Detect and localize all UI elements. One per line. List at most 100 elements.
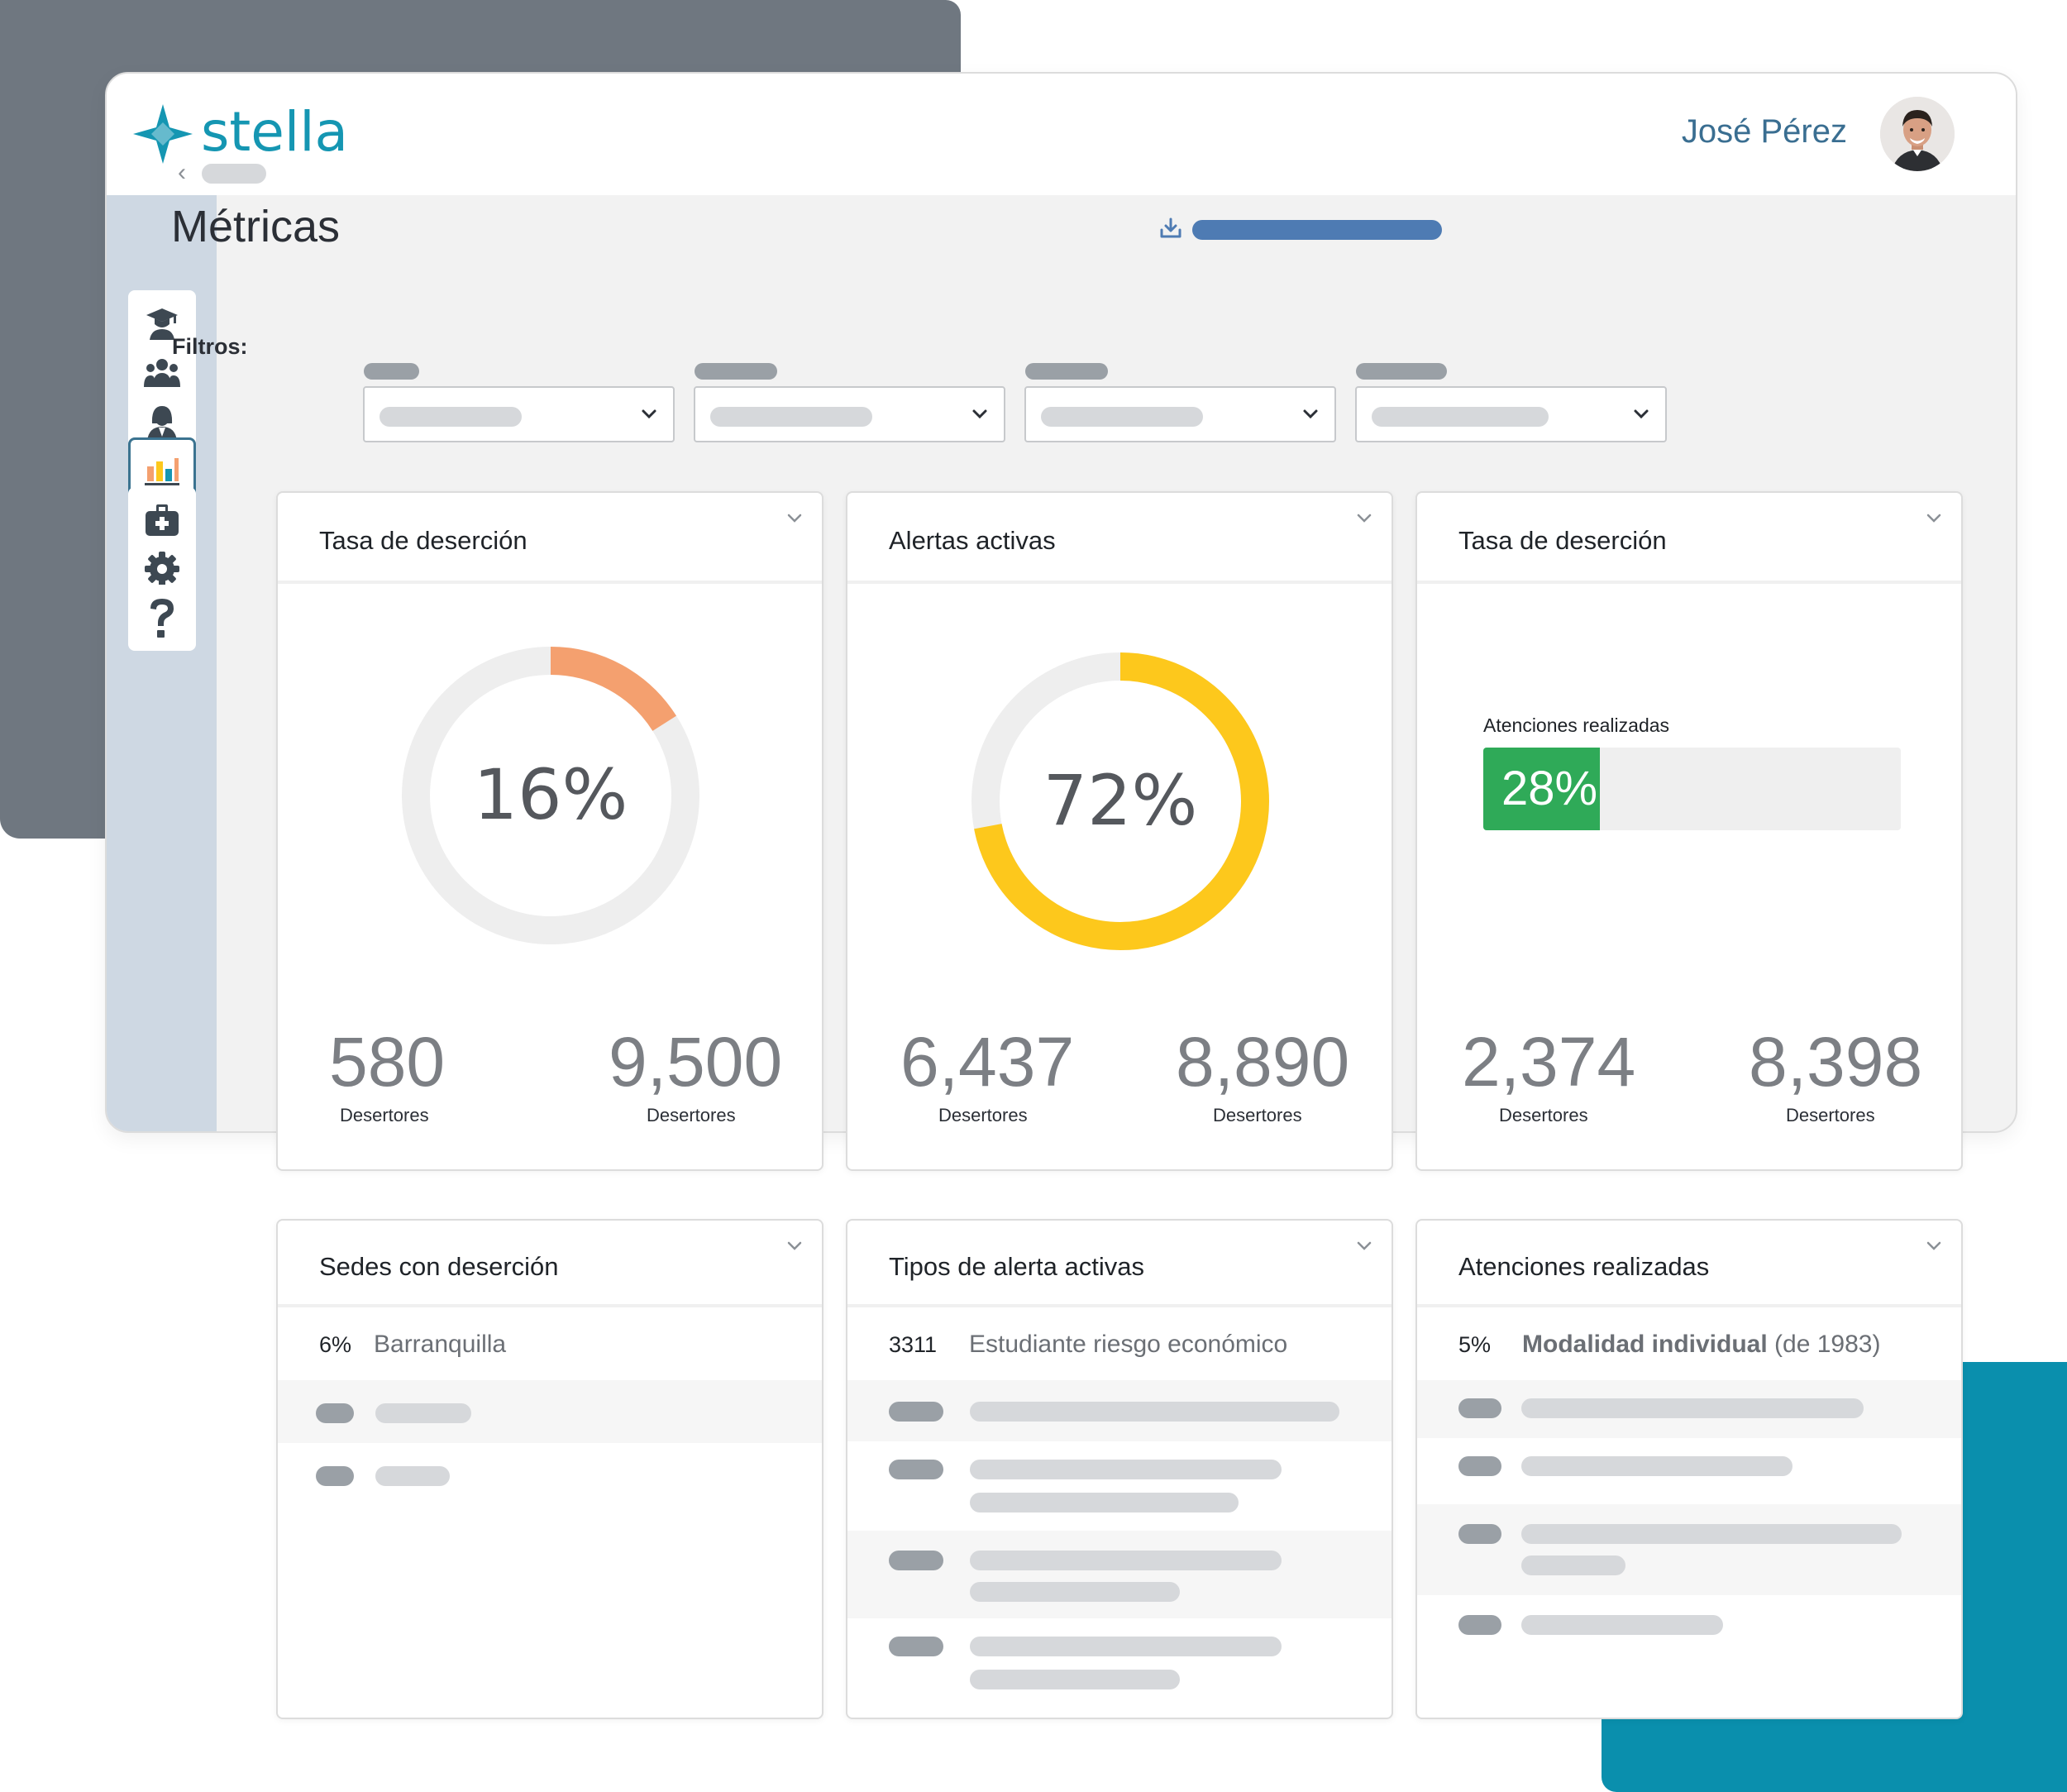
chevron-down-icon[interactable]: [1353, 508, 1375, 529]
card-title: Sedes con deserción: [319, 1252, 559, 1281]
chevron-down-icon[interactable]: [784, 1235, 805, 1257]
metric-card-attentions: Tasa de deserción Atenciones realizadas …: [1415, 491, 1963, 1171]
list-card-attentions: Atenciones realizadas 5% Modalidad indiv…: [1415, 1219, 1963, 1719]
list-item[interactable]: 6% Barranquilla: [278, 1307, 822, 1380]
filter-caption: [1025, 363, 1108, 380]
chevron-down-icon: [1634, 409, 1649, 419]
sidebar: [107, 195, 217, 1131]
list-item-text: Modalidad individual (de 1983): [1522, 1331, 1880, 1359]
stat-label: Desertores: [340, 1105, 429, 1125]
counselor-icon: [147, 406, 177, 441]
chevron-down-icon: [642, 409, 656, 419]
donut-value-arc: [402, 647, 699, 944]
group-icon: [144, 359, 180, 387]
filter-caption: [1356, 363, 1447, 380]
bar-chart-icon: [145, 458, 179, 485]
metric-card-alerts: Alertas activas 72% 6,437 Desertores 8,8…: [846, 491, 1393, 1171]
sidebar-item-help[interactable]: [128, 585, 196, 651]
graduate-icon: [146, 308, 178, 340]
card-title: Atenciones realizadas: [1458, 1252, 1710, 1281]
donut-chart: 72%: [967, 648, 1273, 958]
list-item-text-bold: Modalidad individual: [1522, 1331, 1768, 1358]
stat-value: 9,500: [609, 1023, 783, 1101]
list-item[interactable]: [1417, 1380, 1961, 1438]
user-name[interactable]: José Pérez: [1681, 113, 1847, 150]
stat-label: Desertores: [1213, 1105, 1302, 1125]
back-chevron-icon[interactable]: ‹: [178, 159, 186, 186]
filter-caption: [695, 363, 777, 380]
breadcrumb[interactable]: [202, 164, 266, 184]
bar-label: Atenciones realizadas: [1483, 714, 1670, 736]
stat-value: 2,374: [1462, 1023, 1636, 1101]
donut-chart: 16%: [398, 643, 704, 953]
donut-value-arc: [971, 652, 1269, 950]
progress-bar-fill: 28%: [1483, 748, 1601, 830]
progress-bar: 28%: [1483, 748, 1901, 830]
download-icon[interactable]: [1159, 217, 1182, 244]
card-title: Alertas activas: [889, 526, 1056, 555]
list-card-sedes: Sedes con deserción 6% Barranquilla: [276, 1219, 823, 1719]
list-item[interactable]: [1417, 1438, 1961, 1504]
list-item[interactable]: [847, 1531, 1392, 1618]
brand-name: stella: [201, 99, 348, 164]
card-header: Tasa de deserción: [1417, 493, 1961, 584]
chevron-down-icon[interactable]: [1923, 508, 1945, 529]
filter-dropdown-1[interactable]: [363, 386, 675, 442]
stat-label: Desertores: [647, 1105, 736, 1125]
card-header: Tipos de alerta activas: [847, 1221, 1392, 1307]
card-header: Alertas activas: [847, 493, 1392, 584]
filter-dropdown-3[interactable]: [1024, 386, 1336, 442]
card-title: Tasa de deserción: [319, 526, 527, 555]
user-photo-icon: [1880, 97, 1955, 171]
progress-value-label: 28%: [1501, 762, 1598, 815]
download-button[interactable]: [1192, 220, 1442, 240]
question-icon: [150, 599, 174, 638]
list-item[interactable]: [847, 1618, 1392, 1709]
list-item[interactable]: 3311 Estudiante riesgo económico: [847, 1307, 1392, 1380]
chevron-down-icon: [972, 409, 987, 419]
card-header: Atenciones realizadas: [1417, 1221, 1961, 1307]
donut-value-label: 16%: [474, 754, 628, 835]
stat-label: Desertores: [938, 1105, 1028, 1125]
list-item[interactable]: [278, 1443, 822, 1506]
stat-value: 6,437: [900, 1023, 1075, 1101]
metric-card-dropout: Tasa de deserción 16% 580 Desertores 9,5…: [276, 491, 823, 1171]
list-item[interactable]: [278, 1380, 822, 1443]
list-item-text-rest: (de 1983): [1767, 1331, 1881, 1358]
list-item-value: 5%: [1458, 1332, 1492, 1357]
page-title: Métricas: [171, 202, 341, 251]
top-bar: stella José Pérez: [107, 74, 2016, 195]
chevron-down-icon[interactable]: [1923, 1235, 1945, 1257]
filter-caption: [364, 363, 419, 380]
list-item-value: 6%: [319, 1332, 352, 1357]
stat-label: Desertores: [1786, 1105, 1875, 1125]
stat-label: Desertores: [1499, 1105, 1588, 1125]
filter-dropdown-4[interactable]: [1355, 386, 1667, 442]
list-card-alert-types: Tipos de alerta activas 3311 Estudiante …: [846, 1219, 1393, 1719]
briefcase-medical-icon: [146, 504, 179, 536]
filters-label: Filtros:: [172, 334, 248, 359]
stat-value: 580: [329, 1023, 446, 1101]
card-header: Sedes con deserción: [278, 1221, 822, 1307]
list-item-text: Estudiante riesgo económico: [969, 1331, 1288, 1358]
avatar[interactable]: [1880, 97, 1955, 171]
chevron-down-icon[interactable]: [784, 508, 805, 529]
filter-dropdown-2[interactable]: [694, 386, 1005, 442]
chevron-down-icon[interactable]: [1353, 1235, 1375, 1257]
list-item[interactable]: [847, 1441, 1392, 1531]
list-item-text: Barranquilla: [374, 1331, 507, 1358]
list-item[interactable]: [1417, 1595, 1961, 1661]
gear-icon: [145, 552, 179, 586]
stat-value: 8,398: [1749, 1023, 1923, 1101]
card-header: Tasa de deserción: [278, 493, 822, 584]
card-title: Tipos de alerta activas: [889, 1252, 1145, 1281]
donut-value-label: 72%: [1043, 760, 1198, 841]
list-item[interactable]: [847, 1380, 1392, 1441]
card-title: Tasa de deserción: [1458, 526, 1667, 555]
logo[interactable]: stella: [131, 99, 348, 165]
list-item[interactable]: [1417, 1504, 1961, 1595]
stat-value: 8,890: [1176, 1023, 1350, 1101]
list-item-value: 3311: [889, 1332, 938, 1357]
star-logo-icon: [133, 104, 193, 164]
list-item[interactable]: 5% Modalidad individual (de 1983): [1417, 1307, 1961, 1380]
